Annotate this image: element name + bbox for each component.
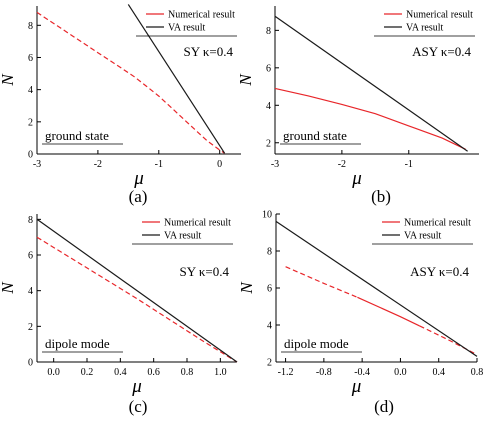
panel-caption: (d) <box>374 397 394 416</box>
mode-label: dipole mode <box>45 336 110 351</box>
mode-label: ground state <box>283 128 347 143</box>
x-axis-label: μ <box>351 376 362 397</box>
y-tick-label: 8 <box>266 26 271 37</box>
x-tick-label: -1 <box>405 159 413 170</box>
panel-caption: (a) <box>129 187 148 206</box>
legend-label-2: VA result <box>168 23 206 34</box>
y-tick-label: 6 <box>267 284 272 295</box>
x-tick-label: 0.8 <box>181 367 194 378</box>
x-tick-label: 1.0 <box>214 367 227 378</box>
y-tick-label: 4 <box>28 286 33 297</box>
y-axis-label: N <box>0 73 17 87</box>
series-line-4 <box>275 220 478 357</box>
x-tick-label: -3 <box>271 159 279 170</box>
x-tick-label: -1.2 <box>278 367 294 378</box>
series-line-2 <box>36 218 238 363</box>
x-tick-label: 0.8 <box>471 367 484 378</box>
y-tick-label: 6 <box>266 63 271 74</box>
y-tick-label: 0 <box>28 358 33 369</box>
legend-label-2: VA result <box>406 23 444 34</box>
series-line-2 <box>357 296 420 327</box>
y-axis-label: N <box>237 281 256 295</box>
chart-panel-3: 0.0 0.2 0.4 0.6 0.8 1.0 0 2 4 6 8 μ N (c) Numerical re… <box>0 214 238 416</box>
y-tick-label: 2 <box>28 117 33 128</box>
x-tick-label: 0.4 <box>432 367 445 378</box>
y-tick-label: 4 <box>28 85 33 96</box>
series-line-2 <box>274 15 468 152</box>
legend-label-1: Numerical result <box>404 218 471 229</box>
annotation-label: ASY κ=0.4 <box>412 44 471 59</box>
x-tick-label: 0 <box>217 159 222 170</box>
y-tick-label: 2 <box>266 138 271 149</box>
y-tick-label: 0 <box>28 150 33 161</box>
y-tick-label: 6 <box>28 53 33 64</box>
legend-label-1: Numerical result <box>168 10 235 21</box>
x-tick-label: -1 <box>155 159 163 170</box>
series-line-1 <box>36 11 225 154</box>
panel-caption: (b) <box>371 187 391 206</box>
y-axis-label: N <box>236 73 255 87</box>
legend-label-1: Numerical result <box>164 218 231 229</box>
y-tick-label: 2 <box>28 322 33 333</box>
x-axis-label: μ <box>133 168 144 189</box>
y-tick-label: 6 <box>28 251 33 262</box>
x-tick-label: -2 <box>94 159 102 170</box>
chart-panel-1: -3 -2 -1 0 0 2 4 6 8 μ N (a) Numerical result VA resu… <box>0 4 241 206</box>
x-axis-label: μ <box>351 168 362 189</box>
series-line-2 <box>127 4 226 154</box>
x-tick-label: -2 <box>338 159 346 170</box>
legend-label-2: VA result <box>404 231 442 242</box>
chart-panel-4: -1.2 -0.8 -0.4 0.0 0.4 0.8 2 4 6 8 10 μ N (d) Numerica… <box>237 210 483 417</box>
panel-caption: (c) <box>129 397 148 416</box>
annotation-label: ASY κ=0.4 <box>410 264 469 279</box>
legend-label-1: Numerical result <box>406 10 473 21</box>
x-tick-label: 0.0 <box>394 367 407 378</box>
x-tick-label: -0.8 <box>316 367 332 378</box>
y-tick-label: 8 <box>28 21 33 32</box>
mode-label: dipole mode <box>284 336 349 351</box>
y-tick-label: 8 <box>267 247 272 258</box>
mode-label: ground state <box>45 128 109 143</box>
x-tick-label: 0.0 <box>47 367 60 378</box>
y-tick-label: 8 <box>28 215 33 226</box>
series-line-1 <box>36 236 238 363</box>
y-axis-label: N <box>0 281 17 295</box>
x-axis-label: μ <box>131 376 142 397</box>
x-tick-label: 0.6 <box>147 367 160 378</box>
y-tick-label: 2 <box>267 358 272 369</box>
legend-label-2: VA result <box>164 231 202 242</box>
annotation-label: SY κ=0.4 <box>183 44 233 59</box>
y-tick-label: 4 <box>267 321 272 332</box>
x-tick-label: -0.4 <box>354 367 370 378</box>
annotation-label: SY κ=0.4 <box>179 264 229 279</box>
x-tick-label: 0.4 <box>114 367 127 378</box>
y-tick-label: 4 <box>266 101 271 112</box>
chart-panel-2: -3 -2 -1 2 4 6 8 μ N (b) Numerical result VA result… <box>236 6 479 206</box>
y-tick-label: 10 <box>262 210 272 221</box>
x-tick-label: 0.2 <box>81 367 94 378</box>
series-line-1 <box>285 266 358 298</box>
x-tick-label: -3 <box>33 159 41 170</box>
series-line-1 <box>274 87 466 150</box>
